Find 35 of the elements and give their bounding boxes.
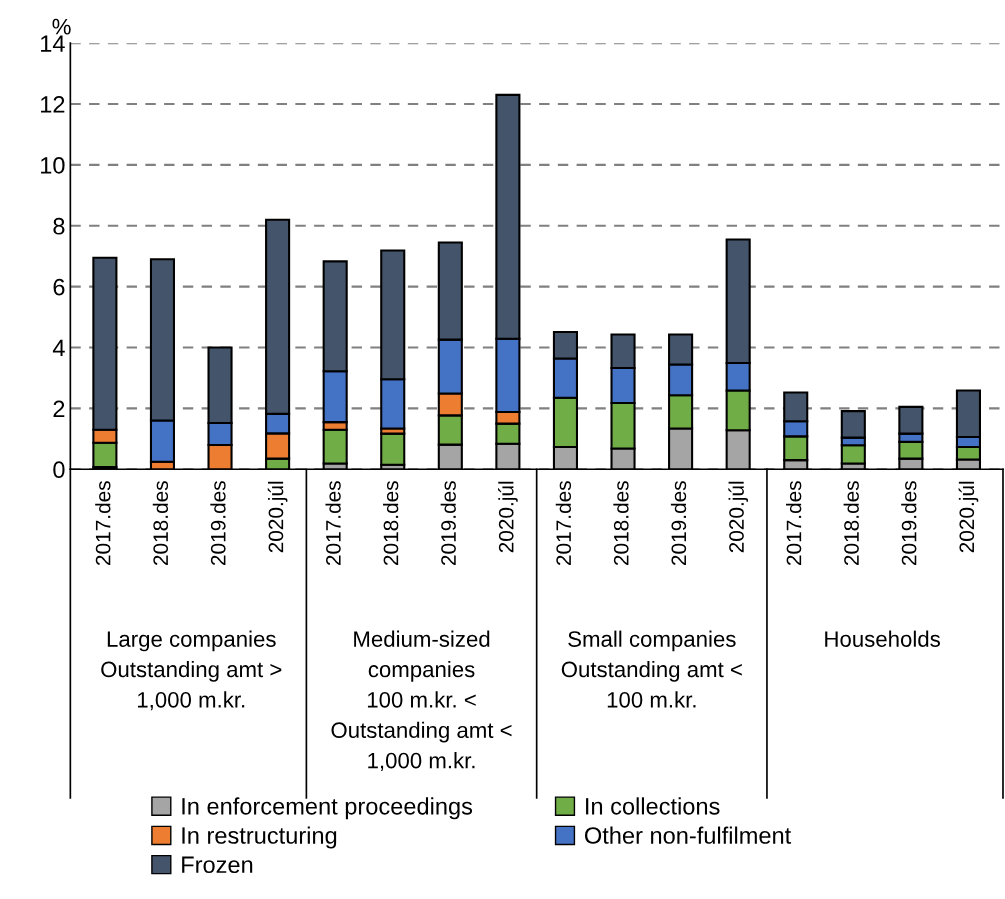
- x-tick-label: 2020.júl: [958, 481, 979, 553]
- x-tick-label: 2018.des: [152, 481, 169, 566]
- text: Small companies Outstanding amt < 100 m.kr.: [561, 630, 742, 708]
- x-tick-label: 2017.des: [786, 481, 802, 566]
- x-tick-label: 2018.des: [383, 481, 399, 566]
- legend-label: Other non-fulfilment: [584, 826, 792, 844]
- legend-label: In restructuring: [182, 826, 337, 849]
- x-tick-label: 2019.des: [670, 481, 687, 566]
- x-tick-label: 2018.des: [843, 481, 859, 566]
- y-tick-label: 14: [41, 35, 65, 52]
- x-tick-label: 2019.des: [901, 481, 917, 566]
- x-tick-label: 2017.des: [325, 481, 341, 566]
- x-tick-label: 2017.des: [95, 481, 111, 566]
- y-tick-label: 8: [53, 217, 65, 235]
- bar: [380, 432, 406, 466]
- x-tick-label: 2020.júl: [267, 481, 288, 553]
- y-tick-label: 10: [41, 156, 65, 174]
- legend-label: In collections: [586, 797, 720, 815]
- x-tick-label: 2020.júl: [498, 481, 518, 553]
- x-tick-label: 2020.júl: [728, 481, 748, 553]
- y-tick-label: 4: [52, 339, 65, 357]
- y-tick-label: 6: [53, 278, 65, 296]
- text: Households: [825, 630, 940, 647]
- y-axis-title: %: [52, 18, 71, 35]
- text: Large companies Outstanding amt > 1,000 m.kr.: [101, 630, 282, 711]
- x-tick-label: 2019.des: [210, 481, 226, 566]
- y-tick-label: 0: [53, 461, 65, 479]
- legend-label: In enforcement proceedings: [182, 797, 473, 820]
- text: Medium-sized companies 100 m.kr. < Outstanding amt < 1,000 m.kr.: [331, 630, 512, 772]
- legend-label: Frozen: [182, 856, 253, 874]
- x-tick-label: 2017.des: [555, 481, 572, 566]
- y-tick-label: 12: [41, 96, 65, 113]
- x-tick-label: 2018.des: [613, 481, 629, 566]
- x-tick-label: 2019.des: [440, 481, 456, 566]
- y-tick-label: 2: [53, 400, 65, 417]
